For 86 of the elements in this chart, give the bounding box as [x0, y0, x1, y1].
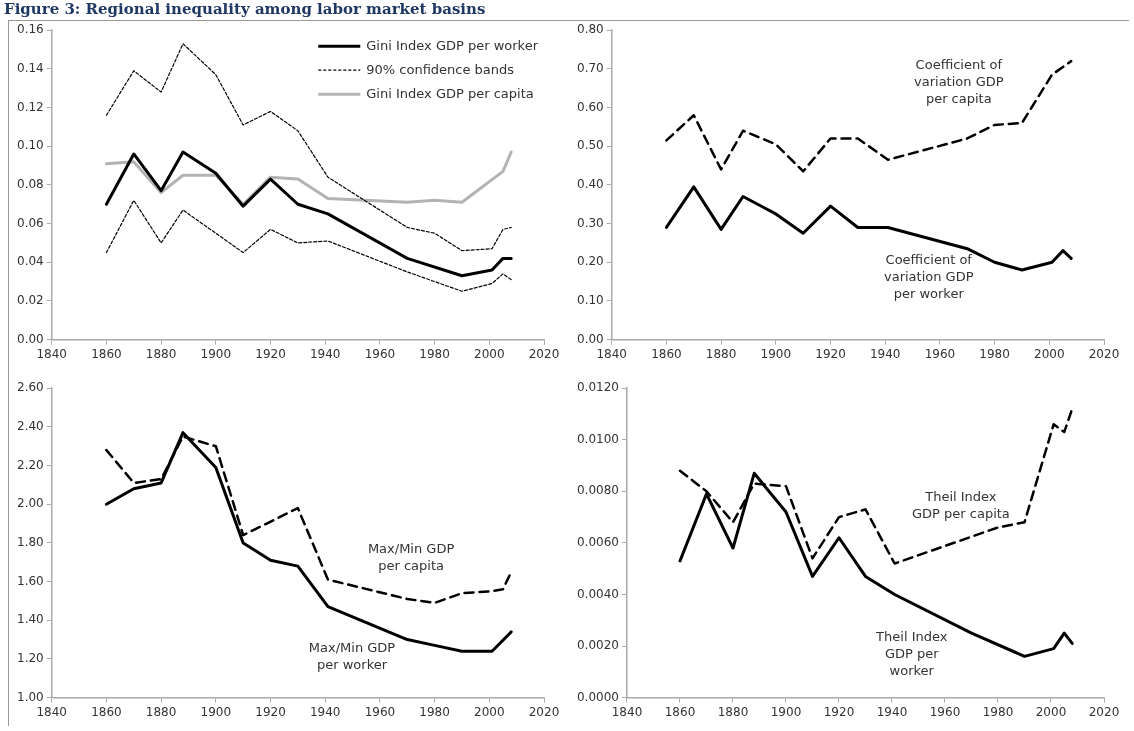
y-tick-label: 0.00 — [577, 331, 604, 346]
y-tick-label: 0.30 — [577, 215, 604, 230]
x-tick-label: 1940 — [876, 704, 908, 719]
x-tick-label: 1940 — [869, 346, 901, 361]
x-tick-label: 1880 — [705, 346, 737, 361]
y-tick-label: 0.02 — [17, 293, 44, 308]
series-label: Coefficient of variation GDP per capita — [914, 57, 1004, 107]
x-tick-label: 1980 — [419, 346, 450, 361]
legend-label: Gini Index GDP per capita — [366, 85, 534, 101]
x-tick-label: 1940 — [309, 704, 341, 719]
x-tick-label: 1960 — [924, 346, 956, 361]
y-tick-label: 0.10 — [577, 293, 604, 308]
x-tick-label: 1960 — [364, 346, 396, 361]
y-tick-label: 0.70 — [577, 61, 604, 75]
y-tick-label: 0.16 — [17, 22, 44, 37]
legend-label: Gini Index GDP per worker — [366, 37, 539, 53]
x-tick-label: 1920 — [823, 704, 855, 719]
x-tick-label: 2020 — [1088, 346, 1120, 361]
y-tick-label: 0.0040 — [576, 586, 619, 601]
line-series — [665, 59, 1073, 173]
y-tick-label: 0.0020 — [576, 638, 619, 653]
y-tick-label: 0.14 — [17, 61, 44, 75]
y-tick-label: 0.04 — [17, 254, 44, 269]
y-tick-label: 0.00 — [17, 331, 44, 346]
x-tick-label: 1960 — [364, 704, 396, 719]
x-tick-label: 1940 — [309, 346, 341, 361]
y-tick-label: 2.60 — [17, 380, 44, 395]
y-tick-label: 0.0120 — [576, 380, 619, 395]
x-tick-label: 1920 — [255, 346, 286, 361]
x-tick-label: 1920 — [815, 346, 846, 361]
y-tick-label: 1.60 — [17, 573, 44, 588]
y-tick-label: 2.20 — [17, 457, 44, 472]
y-tick-label: 0.10 — [17, 138, 44, 153]
x-tick-label: 1900 — [200, 346, 232, 361]
y-tick-label: 0.50 — [577, 138, 604, 153]
x-tick-label: 1900 — [770, 704, 802, 719]
y-tick-label: 0.80 — [577, 22, 604, 37]
y-tick-label: 0.08 — [17, 177, 44, 192]
series-label: Theil Index GDP per worker — [875, 628, 948, 678]
x-tick-label: 1840 — [36, 346, 67, 361]
series-label: Max/Min GDP per worker — [308, 640, 396, 673]
x-tick-label: 1880 — [145, 346, 177, 361]
y-tick-label: 0.60 — [577, 99, 604, 114]
y-tick-label: 2.40 — [17, 419, 44, 433]
x-tick-label: 1880 — [145, 704, 177, 719]
x-tick-label: 1860 — [651, 346, 682, 361]
series-label: Max/Min GDP per capita — [367, 541, 455, 574]
y-tick-label: 0.06 — [17, 215, 44, 230]
y-tick-label: 0.0080 — [576, 483, 619, 498]
legend-label: 90% confidence bands — [366, 61, 515, 77]
series-label: Theil Index GDP per capita — [911, 488, 1010, 521]
x-tick-label: 1860 — [91, 704, 122, 719]
series-label: Coefficient of variation GDP per worker — [883, 252, 974, 302]
x-tick-label: 1980 — [979, 346, 1010, 361]
y-tick-label: 0.40 — [577, 177, 604, 192]
x-tick-label: 2000 — [1034, 346, 1065, 361]
x-tick-label: 2020 — [528, 704, 560, 719]
y-tick-label: 2.00 — [17, 496, 44, 511]
y-tick-label: 0.12 — [17, 99, 44, 114]
x-tick-label: 1840 — [596, 346, 627, 361]
x-tick-label: 1960 — [929, 704, 961, 719]
x-tick-label: 2000 — [474, 346, 505, 361]
x-tick-label: 1920 — [255, 704, 286, 719]
y-tick-label: 1.00 — [17, 689, 44, 704]
y-tick-label: 0.0000 — [576, 689, 619, 704]
x-tick-label: 1900 — [760, 346, 792, 361]
line-series — [105, 199, 512, 292]
x-tick-label: 1980 — [982, 704, 1014, 719]
y-tick-label: 0.0100 — [576, 431, 619, 446]
y-tick-label: 0.0060 — [576, 535, 619, 550]
y-tick-label: 1.40 — [17, 612, 44, 627]
x-tick-label: 1840 — [611, 704, 643, 719]
x-tick-label: 2000 — [1035, 704, 1067, 719]
x-tick-label: 1880 — [717, 704, 749, 719]
y-tick-label: 0.20 — [577, 254, 604, 269]
x-tick-label: 1840 — [36, 704, 67, 719]
x-tick-label: 2000 — [474, 704, 505, 719]
x-tick-label: 2020 — [1088, 704, 1120, 719]
chart-title: Figure 3: Regional inequality among labor market basins — [4, 0, 486, 18]
x-tick-label: 1860 — [91, 346, 122, 361]
x-tick-label: 2020 — [528, 346, 560, 361]
x-tick-label: 1860 — [664, 704, 696, 719]
y-tick-label: 1.20 — [17, 651, 44, 666]
x-tick-label: 1980 — [419, 704, 450, 719]
y-tick-label: 1.80 — [17, 535, 44, 550]
x-tick-label: 1900 — [200, 704, 232, 719]
